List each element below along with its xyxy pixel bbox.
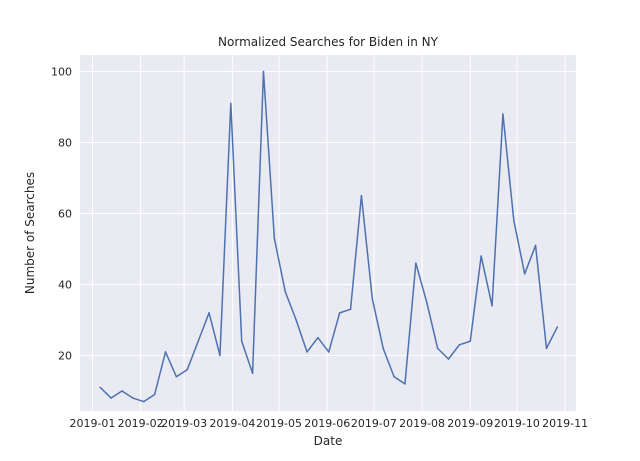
data-point (219, 354, 221, 357)
x-tick-label: 2019-06 (304, 417, 350, 430)
data-points (99, 70, 559, 403)
y-tick-label: 20 (58, 349, 72, 362)
data-point (393, 375, 395, 378)
y-tick-label: 100 (51, 66, 72, 79)
data-point (284, 290, 287, 293)
y-tick-label: 80 (58, 136, 72, 149)
data-point (480, 255, 482, 257)
data-point (262, 70, 265, 73)
data-point (197, 340, 199, 343)
data-point (240, 340, 243, 343)
data-point (523, 273, 526, 275)
chart-title: Normalized Searches for Biden in NY (218, 35, 439, 49)
data-point (360, 194, 363, 197)
x-tick-label: 2019-08 (399, 417, 445, 430)
y-tick-label: 40 (58, 278, 72, 291)
x-tick-label: 2019-03 (161, 417, 207, 430)
data-point (469, 340, 472, 343)
data-point (447, 358, 450, 360)
data-point (251, 372, 254, 375)
data-point (349, 308, 352, 311)
x-tick-label: 2019-05 (256, 417, 302, 430)
data-point (306, 351, 308, 353)
data-point (142, 400, 145, 403)
data-point (110, 397, 112, 399)
data-point (164, 351, 167, 353)
x-tick-label: 2019-10 (494, 417, 540, 430)
data-point (175, 375, 178, 378)
y-axis-label: Number of Searches (23, 172, 37, 294)
data-point (371, 297, 374, 300)
data-point (425, 301, 428, 304)
data-point (513, 219, 515, 222)
plot-area (80, 55, 576, 411)
x-tick-label: 2019-07 (351, 417, 397, 430)
data-point (132, 397, 134, 399)
x-tick-label: 2019-04 (209, 417, 255, 430)
data-point (382, 347, 385, 350)
data-point (404, 383, 406, 385)
data-point (491, 304, 493, 307)
y-tick-label: 60 (58, 207, 72, 220)
data-point (230, 102, 232, 105)
x-tick-label: 2019-01 (69, 417, 115, 430)
data-point (208, 312, 210, 314)
data-point (338, 312, 341, 314)
data-point (545, 347, 548, 350)
data-point (99, 386, 102, 389)
y-axis-ticks: 20 40 60 80 100 (51, 66, 72, 363)
data-point (273, 237, 276, 240)
data-point (153, 393, 156, 396)
data-point (317, 336, 319, 339)
data-point (436, 347, 439, 350)
data-point (502, 113, 504, 115)
x-tick-label: 2019-11 (542, 417, 588, 430)
data-point (121, 390, 123, 392)
data-point (186, 368, 189, 371)
data-point (327, 351, 330, 353)
data-point (556, 326, 559, 328)
data-point (534, 244, 537, 247)
x-tick-label: 2019-09 (447, 417, 493, 430)
x-tick-label: 2019-02 (118, 417, 164, 430)
data-point (295, 319, 297, 321)
data-point (415, 262, 417, 264)
data-point (458, 344, 461, 346)
x-axis-label: Date (314, 434, 343, 448)
